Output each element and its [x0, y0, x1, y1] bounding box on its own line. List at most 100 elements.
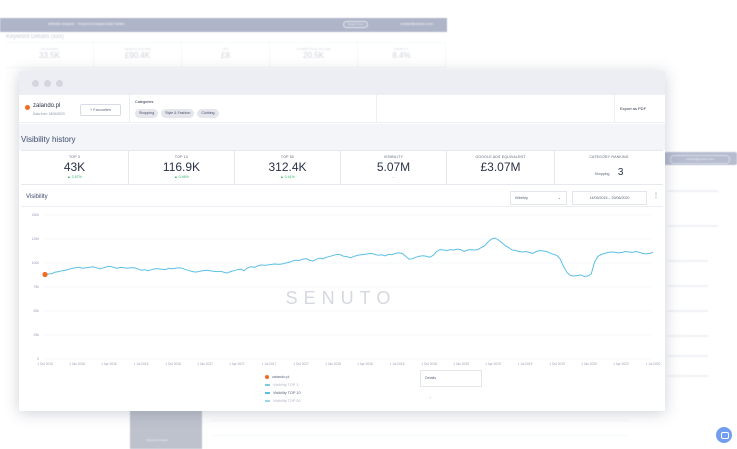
kpi-row: TOP 3 43K ▲ 2.57% TOP 10 116.9K ▲ 0.46% … [21, 150, 663, 185]
export-pdf-button[interactable]: Export as PDF [620, 106, 647, 111]
legend-item[interactable]: Visibility TOP 10 [265, 389, 301, 397]
visibility-chart: 0 25k 50k 75k 100k 125k 150k 1 Oct 2015 1 Jan 20… [32, 213, 661, 366]
kpi-value: 312.4K [268, 160, 307, 174]
bg-kpi-value: £90.4K [124, 51, 151, 60]
legend-item[interactable]: Visibility TOP 50 [265, 397, 301, 405]
x-tick-label: 1 Jul 2016 [134, 362, 149, 366]
bg-nav-search-button[interactable]: Search icon [343, 21, 368, 28]
x-tick-label: 1 Oct 2016 [165, 362, 181, 366]
x-tick-label: 1 Jan 2020 [581, 362, 597, 366]
bg-nav-website[interactable]: Website Analysis [48, 22, 75, 26]
bg-bottom-sidebar: Keyword Details [130, 410, 202, 449]
kpi-value: 43K [63, 160, 86, 174]
background-nav: Website Analysis Keyword Analysis Data T… [0, 18, 447, 32]
kpi-value: 116.9K [162, 160, 201, 174]
bg-kpi-value: £8 [221, 51, 230, 60]
bg-row-line [668, 310, 708, 312]
domain-header: zalando.pl Data from: 18/06/2020 + Favou… [19, 95, 665, 123]
bg-kpi: VISIBILITY 8.4% [358, 43, 446, 67]
date-range-picker[interactable]: 14/09/2015 – 29/06/2020 [572, 191, 647, 205]
domain-logo-icon [25, 105, 30, 110]
section-title: Visibility history [21, 135, 76, 144]
legend-item[interactable]: zalando.pl [265, 373, 301, 381]
bg-kpi-value: 33.5K [39, 51, 60, 60]
kpi-ads-equivalent: GOOGLE ADS EQUIVALENT £3.07M [447, 151, 555, 184]
legend-swatch [265, 384, 270, 386]
bg-row-line [668, 190, 718, 192]
legend-label: Visibility TOP 10 [273, 391, 301, 395]
category-chip[interactable]: Clothing [197, 109, 219, 118]
window-dot [44, 80, 51, 87]
kpi-delta: ▲ 0.41% [280, 175, 295, 179]
kpi-delta: — [391, 175, 396, 179]
window-titlebar [19, 71, 665, 95]
bg-row-line [668, 225, 718, 227]
y-tick-label: 100k [32, 261, 40, 265]
bg-kpi: CPC £8 [182, 43, 270, 67]
categories-label: Categories [135, 100, 154, 104]
bg-right-button[interactable]: contact@senuto.com [670, 155, 730, 164]
bg-section-title: Keyword Details (xxx) [6, 34, 65, 40]
chart-legend: zalando.pl Visibility TOP 3 Visibility T… [265, 373, 301, 405]
category-chip[interactable]: Style & Fashion [161, 109, 195, 118]
bg-row-line [668, 285, 708, 287]
bg-nav-keyword[interactable]: Keyword Analysis [78, 22, 106, 26]
bg-nav-user[interactable]: contact@senuto.com [400, 22, 433, 26]
bg-nav-tables[interactable]: Data Tables [106, 22, 125, 26]
y-tick-label: 150k [32, 213, 40, 217]
legend-label: zalando.pl [272, 375, 290, 379]
x-tick-label: 1 Apr 2016 [101, 362, 117, 366]
kpi-label: TOP 3 [69, 155, 80, 159]
category-chips: Shopping Style & Fashion Clothing [135, 109, 219, 118]
bg-row-line [668, 355, 708, 357]
interval-select[interactable]: Weekly ⌄ [510, 191, 567, 205]
kpi-top3: TOP 3 43K ▲ 2.57% [21, 151, 129, 184]
bg-table-row [210, 420, 630, 421]
bg-right-bar: contact@senuto.com [664, 152, 737, 165]
x-tick-label: 1 Jan 2017 [197, 362, 213, 366]
background-right-panel: contact@senuto.com [664, 150, 737, 449]
category-chip[interactable]: Shopping [135, 109, 159, 118]
legend-swatch [265, 375, 269, 379]
y-tick-label: 25k [34, 333, 40, 337]
bg-kpi-label: KEYWORDS [40, 47, 59, 51]
kpi-ranking-category: Shopping [594, 172, 610, 176]
kpi-value: 5.07M [376, 160, 411, 174]
x-tick-label: 1 Apr 2020 [613, 362, 629, 366]
x-tick-label: 1 Jan 2019 [453, 362, 469, 366]
kpi-category-ranking: CATEGORY RANKING Shopping 3 [555, 151, 663, 184]
kpi-top50: TOP 50 312.4K ▲ 0.41% [235, 151, 341, 184]
legend-item[interactable]: Visibility TOP 3 [265, 381, 301, 389]
x-tick-label: 1 Oct 2018 [421, 362, 437, 366]
kpi-delta: ▲ 2.57% [67, 175, 82, 179]
x-tick-label: 1 Jan 2016 [69, 362, 85, 366]
window-dot [56, 80, 63, 87]
chat-icon[interactable] [716, 427, 732, 443]
kpi-label: CATEGORY RANKING [589, 155, 629, 159]
bg-row-line [668, 375, 708, 377]
chart-toolbar: Visibility Weekly ⌄ 14/09/2015 – 29/06/2… [21, 189, 663, 207]
legend-swatch [265, 400, 270, 402]
legend-swatch [265, 392, 270, 394]
bg-kpi-label: CPC [222, 47, 229, 51]
y-tick-label: 125k [32, 237, 40, 241]
add-favourite-button[interactable]: + Favourites [80, 104, 121, 116]
section-band [19, 124, 665, 150]
bg-row-line [668, 335, 708, 337]
add-icon[interactable]: + [429, 395, 432, 400]
visibility-card: zalando.pl Data from: 18/06/2020 + Favou… [19, 71, 665, 411]
bg-kpi: KEYWORDS 33.5K [6, 43, 94, 67]
kpi-ranking-line: Shopping 3 [555, 162, 663, 180]
more-options-icon[interactable]: ⋮ [653, 193, 659, 199]
series-line-top10 [44, 237, 654, 277]
domain-name: zalando.pl [33, 103, 61, 109]
details-button[interactable]: Details [420, 370, 482, 387]
legend-label: Visibility TOP 50 [273, 399, 301, 403]
kpi-value: £3.07M [480, 160, 521, 174]
bg-bottom-label: Keyword Details [146, 438, 168, 442]
x-tick-label: 1 Oct 2019 [549, 362, 565, 366]
divider [614, 95, 615, 123]
legend-label: Visibility TOP 3 [273, 383, 299, 387]
bg-kpi-label: COMPETITION VOLUME [296, 47, 331, 51]
